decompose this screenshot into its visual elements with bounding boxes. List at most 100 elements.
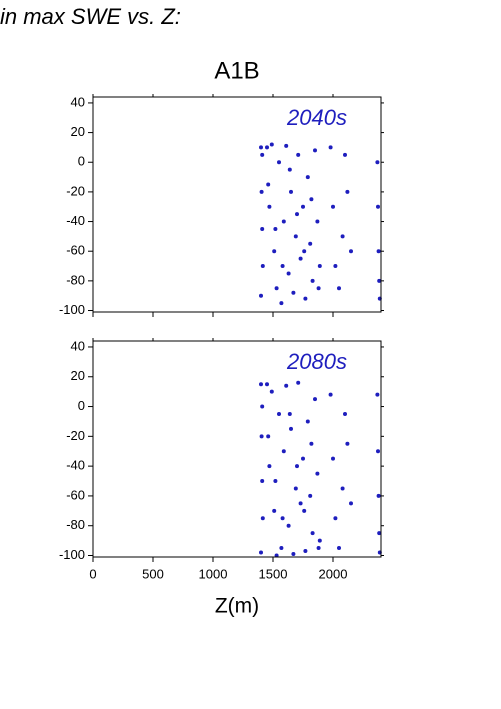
point <box>377 531 382 536</box>
point <box>340 486 345 491</box>
y-tick-label: 0 <box>78 398 85 413</box>
point <box>269 142 274 147</box>
annotation: 2080s <box>286 349 347 374</box>
point <box>267 464 272 469</box>
y-tick-label: 20 <box>71 124 85 139</box>
point <box>260 152 265 157</box>
chart-title: in max SWE vs. Z: <box>0 4 181 29</box>
point <box>337 546 341 551</box>
point <box>286 271 291 276</box>
point <box>269 389 274 394</box>
point <box>259 434 264 439</box>
point <box>301 204 305 209</box>
point <box>293 486 298 491</box>
point <box>287 167 292 172</box>
plot-frame <box>92 340 382 558</box>
point <box>305 419 310 424</box>
point <box>289 189 293 194</box>
y-tick-label: -40 <box>66 213 85 228</box>
point <box>328 392 333 397</box>
point <box>296 380 301 385</box>
point <box>337 286 341 291</box>
y-tick-label: -20 <box>66 183 85 198</box>
y-tick-label: -100 <box>59 547 85 562</box>
point <box>272 508 277 513</box>
y-tick-label: -40 <box>66 458 85 473</box>
point <box>280 516 285 521</box>
point <box>303 296 308 301</box>
point <box>272 249 277 254</box>
point <box>308 241 313 246</box>
point <box>333 264 338 269</box>
point <box>317 538 322 543</box>
point <box>302 249 307 254</box>
point <box>316 286 321 291</box>
point <box>301 456 305 461</box>
point <box>296 152 301 157</box>
point <box>260 479 265 484</box>
point <box>316 546 321 551</box>
point <box>293 234 298 239</box>
point <box>302 508 307 513</box>
point <box>284 383 289 388</box>
y-tick-label: -80 <box>66 517 85 532</box>
point <box>284 143 289 148</box>
point <box>315 219 320 224</box>
point <box>287 411 292 416</box>
y-tick-label: 40 <box>71 94 85 109</box>
point <box>265 382 269 387</box>
point <box>266 182 271 187</box>
point <box>267 204 272 209</box>
point <box>280 264 285 269</box>
point <box>259 550 263 555</box>
point <box>375 160 380 165</box>
point <box>279 301 284 306</box>
point <box>259 189 264 194</box>
point <box>273 479 278 484</box>
point <box>259 293 263 298</box>
point <box>331 456 335 461</box>
point <box>281 219 286 224</box>
point <box>308 493 313 498</box>
point <box>289 426 293 431</box>
plot-frame <box>92 96 382 313</box>
y-tick-label: 40 <box>71 338 85 353</box>
y-tick-label: -60 <box>66 487 85 502</box>
point <box>310 531 315 536</box>
point <box>295 212 299 217</box>
point <box>376 204 380 209</box>
subtitle: A1B <box>214 57 259 84</box>
point <box>343 411 347 416</box>
point <box>286 523 291 528</box>
point <box>279 546 284 551</box>
point <box>266 434 271 439</box>
point <box>333 516 338 521</box>
point <box>349 501 353 506</box>
point <box>260 226 265 231</box>
point <box>259 382 263 387</box>
point <box>291 290 296 295</box>
point <box>305 175 310 180</box>
point <box>274 286 279 291</box>
point <box>298 256 303 261</box>
point <box>313 148 317 153</box>
x-tick-label: 1000 <box>199 566 228 581</box>
point <box>265 145 269 150</box>
annotation: 2040s <box>286 105 347 130</box>
point <box>259 145 263 150</box>
y-tick-label: -60 <box>66 243 85 258</box>
point <box>343 152 347 157</box>
point <box>345 189 350 194</box>
point <box>349 249 353 254</box>
point <box>331 204 335 209</box>
y-tick-label: -20 <box>66 428 85 443</box>
point <box>260 264 265 269</box>
point <box>260 516 265 521</box>
point <box>303 549 308 554</box>
point <box>260 404 265 409</box>
point <box>377 278 382 283</box>
point <box>310 278 315 283</box>
point <box>309 441 314 446</box>
point <box>298 501 303 506</box>
